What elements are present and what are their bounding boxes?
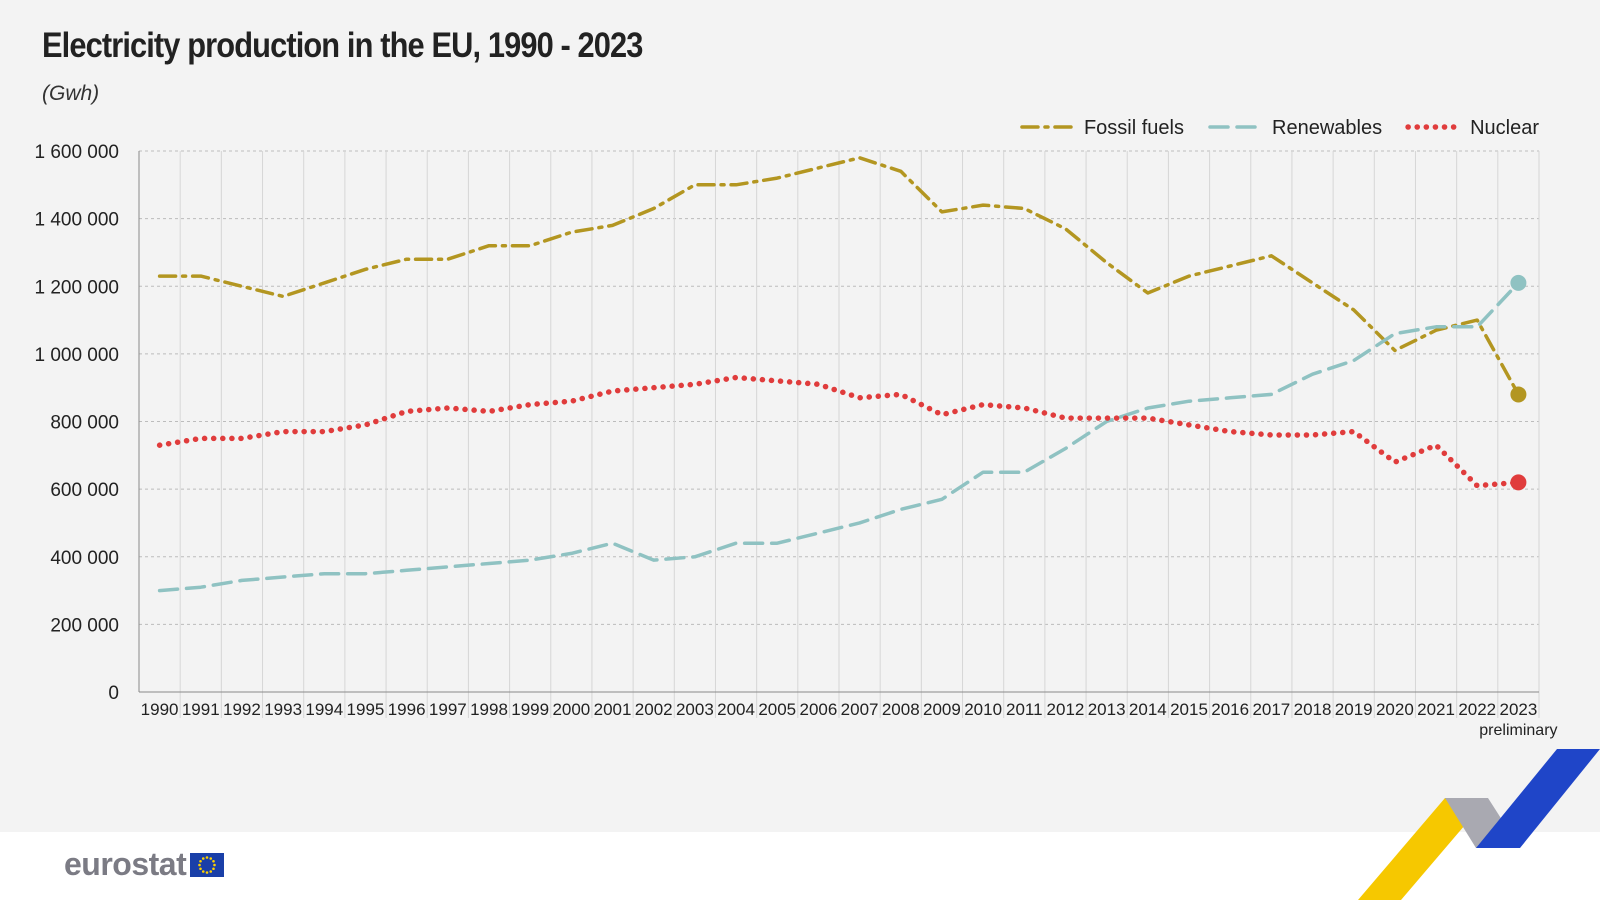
ribbon-yellow-shape	[1358, 798, 1488, 900]
x-tick-label: 2020	[1376, 700, 1414, 719]
y-tick-label: 1 000 000	[34, 345, 119, 366]
x-tick-label: 2006	[799, 700, 837, 719]
x-tick-label: 2011	[1006, 700, 1043, 719]
x-tick-label: 2003	[676, 700, 714, 719]
x-tick-label: 2015	[1170, 700, 1208, 719]
x-tick-label: 2016	[1211, 700, 1249, 719]
ribbon-blue-shape	[1476, 749, 1600, 848]
series-end-marker-nuclear	[1510, 474, 1527, 491]
y-tick-label: 400 000	[50, 548, 119, 569]
x-tick-label: 2005	[758, 700, 796, 719]
x-tick-label: 2018	[1294, 700, 1332, 719]
legend-item-fossil-fuels: Fossil fuels	[1020, 117, 1184, 139]
y-tick-label: 200 000	[50, 615, 119, 636]
y-tick-label: 1 200 000	[34, 277, 119, 298]
page-title: Electricity production in the EU, 1990 -…	[42, 26, 643, 65]
series-end-marker-renewables	[1510, 274, 1527, 291]
x-tick-note-preliminary: preliminary	[1479, 722, 1557, 739]
x-tick-label: 1990	[141, 700, 179, 719]
x-tick-label: 2009	[923, 700, 961, 719]
y-tick-label: 600 000	[50, 480, 119, 501]
x-tick-label: 1995	[347, 700, 385, 719]
legend-label: Renewables	[1272, 117, 1382, 139]
x-tick-label: 2012	[1047, 700, 1085, 719]
legend-item-renewables: Renewables	[1208, 117, 1382, 139]
series-line-nuclear	[156, 374, 1522, 489]
line-chart: 0 200 000 400 000 600 000 800 000 1 000 000 1 …	[34, 117, 1557, 739]
x-tick-label: 1991	[182, 700, 220, 719]
x-tick-label: 1993	[264, 700, 302, 719]
x-tick-label: 1999	[511, 700, 549, 719]
x-tick-label: 2023	[1499, 700, 1537, 719]
x-tick-label: 2014	[1129, 700, 1167, 719]
x-tick-label: 2008	[882, 700, 920, 719]
x-tick-label: 2002	[635, 700, 673, 719]
series-line-renewables	[157, 281, 1521, 593]
footer	[0, 832, 1600, 900]
x-tick-label: 1992	[223, 700, 261, 719]
series-line-fossil-fuels	[157, 156, 1521, 397]
legend-label: Fossil fuels	[1084, 117, 1184, 139]
x-tick-label: 2019	[1335, 700, 1373, 719]
y-tick-label: 1 600 000	[34, 142, 119, 163]
x-tick-label: 2021	[1417, 700, 1455, 719]
x-tick-label: 2017	[1252, 700, 1290, 719]
eu-flag-icon	[190, 852, 225, 877]
x-tick-label: 2004	[717, 700, 755, 719]
eurostat-logo: eurostat	[64, 846, 225, 883]
x-tick-label: 2010	[964, 700, 1002, 719]
legend-label: Nuclear	[1470, 117, 1539, 139]
x-tick-label: 1997	[429, 700, 467, 719]
x-tick-label: 2013	[1088, 700, 1126, 719]
x-tick-label: 1998	[470, 700, 508, 719]
x-tick-label: 1996	[388, 700, 426, 719]
y-tick-label: 800 000	[50, 413, 119, 434]
unit-label: (Gwh)	[42, 82, 100, 105]
x-tick-label: 2001	[594, 700, 632, 719]
y-tick-label: 0	[108, 683, 119, 704]
x-tick-label: 2007	[841, 700, 879, 719]
x-tick-label: 2022	[1458, 700, 1496, 719]
x-tick-label: 2000	[552, 700, 590, 719]
legend-item-nuclear: Nuclear	[1405, 117, 1539, 139]
x-tick-label: 1994	[305, 700, 343, 719]
y-tick-label: 1 400 000	[34, 210, 119, 231]
eurostat-wordmark: eurostat	[64, 846, 187, 882]
series-end-marker-fossil-fuels	[1510, 386, 1527, 403]
